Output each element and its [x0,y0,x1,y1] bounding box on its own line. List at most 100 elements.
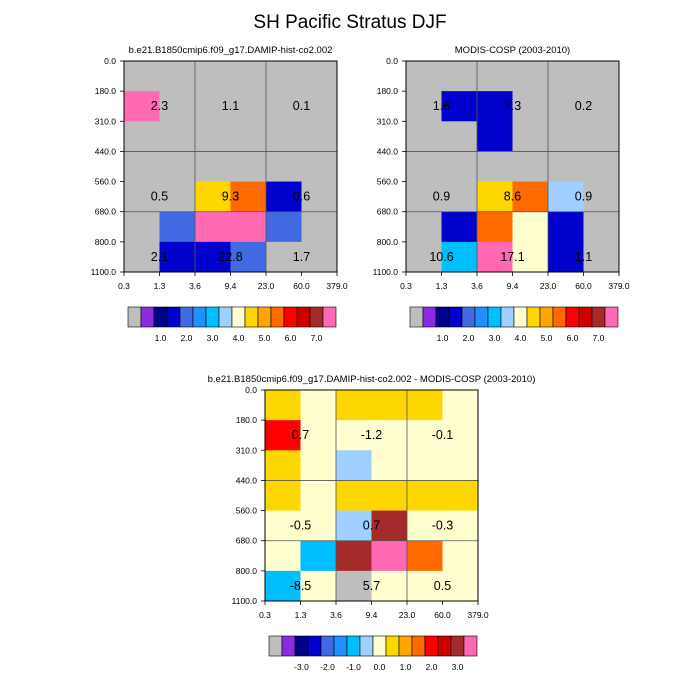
heatmap-cell [407,540,443,572]
heatmap-cell [159,181,196,213]
heatmap-cell [195,91,231,122]
heatmap-cell [512,61,549,92]
heatmap-cell [441,181,478,213]
y-tick-label: 440.0 [95,146,117,156]
cell-value-label: 9.3 [222,190,239,204]
x-tick-label: 1.3 [295,610,307,620]
colorbar-box [565,306,580,328]
heatmap-cell [477,91,513,122]
heatmap-cell [195,121,231,152]
heatmap-cell [583,61,620,92]
cell-value-label: -0.1 [432,428,454,442]
x-tick-label: 3.6 [330,610,342,620]
colorbar-box [604,306,619,328]
cell-value-label: 5.7 [363,579,380,593]
y-tick-label: 800.0 [236,566,258,576]
colorbar-box [244,306,259,328]
colorbar-label: 2.0 [181,333,193,343]
colorbar-label: 0.0 [374,662,386,672]
heatmap-cell [441,151,478,183]
y-tick-label: 180.0 [236,415,258,425]
colorbar-label: -2.0 [320,662,335,672]
colorbar-box [422,306,437,328]
heatmap-cell [195,151,231,183]
y-tick-label: 180.0 [95,86,117,96]
heatmap-cell [371,570,408,602]
heatmap-cell [159,151,196,183]
heatmap-cell [442,570,479,602]
y-tick-label: 310.0 [95,116,117,126]
heatmap-cell [159,121,196,152]
heatmap-cell [159,241,196,273]
colorbar-box [552,306,567,328]
x-tick-label: 379.0 [467,610,489,620]
heatmap-cell [265,420,301,451]
colorbar-label: 3.0 [452,662,464,672]
heatmap-cell [159,61,196,92]
heatmap-cell [548,151,584,183]
panel-title: MODIS-COSP (2003-2010) [455,45,570,56]
cell-value-label: 0.5 [151,190,168,204]
heatmap-cell [265,450,301,481]
heatmap-cell [548,121,584,152]
colorbar-box [526,306,541,328]
heatmap-cell [441,91,478,122]
cell-value-label: 2.3 [151,99,168,113]
heatmap-cell [441,211,478,243]
heatmap-cell [442,390,479,421]
y-tick-label: 1100.0 [232,596,258,606]
cell-value-label: -1.2 [361,428,383,442]
heatmap-cell [371,390,408,421]
heatmap-cell [266,181,302,213]
x-tick-label: 23.0 [540,281,557,291]
colorbar-box [153,306,168,328]
heatmap-cell [407,510,443,542]
colorbar-box [192,306,207,328]
cell-value-label: 0.2 [575,99,592,113]
heatmap-cell [301,241,338,273]
heatmap-cell [230,181,267,213]
colorbar-box [179,306,194,328]
y-tick-label: 800.0 [95,237,117,247]
cell-value-label: 22.8 [218,250,242,264]
y-tick-label: 800.0 [377,237,399,247]
cell-value-label: 17.1 [500,250,524,264]
colorbar-box [283,306,298,328]
heatmap-cell [512,211,549,243]
colorbar-label: 6.0 [567,333,579,343]
heatmap-cell [371,450,408,481]
cell-value-label: 2.1 [151,250,168,264]
colorbar-label: 1.0 [437,333,449,343]
colorbar-box [231,306,246,328]
heatmap-cell [230,91,267,122]
heatmap-cell [371,510,408,542]
y-tick-label: 680.0 [95,207,117,217]
colorbar-box [500,306,515,328]
colorbar-box [372,635,387,657]
colorbar-box [437,635,452,657]
heatmap-cell [265,540,301,572]
x-tick-label: 379.0 [608,281,630,291]
heatmap-cell [300,390,337,421]
x-tick-label: 0.3 [259,610,271,620]
colorbar-box [270,306,285,328]
heatmap-cell [301,151,338,183]
colorbar-box [309,306,324,328]
heatmap-panel-2: MODIS-COSP (2003-2010) 0.0 180.0 310.0 440.0… [373,45,630,343]
x-tick-label: 60.0 [575,281,592,291]
colorbar-box [513,306,528,328]
heatmap-panel-1: b.e21.B1850cmip6.f09_g17.DAMIP-hist-co2.… [91,45,348,343]
heatmap-cell [371,540,408,572]
colorbar-box [385,635,400,657]
heatmap-cell [300,570,337,602]
x-tick-label: 60.0 [434,610,451,620]
heatmap-cell [265,510,301,542]
heatmap-cell [336,390,372,421]
heatmap-cell [512,181,549,213]
heatmap-cell [195,241,231,273]
cell-value-label: 0.6 [293,190,310,204]
colorbar-label: 3.0 [489,333,501,343]
colorbar-label: -3.0 [294,662,309,672]
cell-value-label: 8.6 [504,190,521,204]
heatmap-cell [477,151,513,183]
